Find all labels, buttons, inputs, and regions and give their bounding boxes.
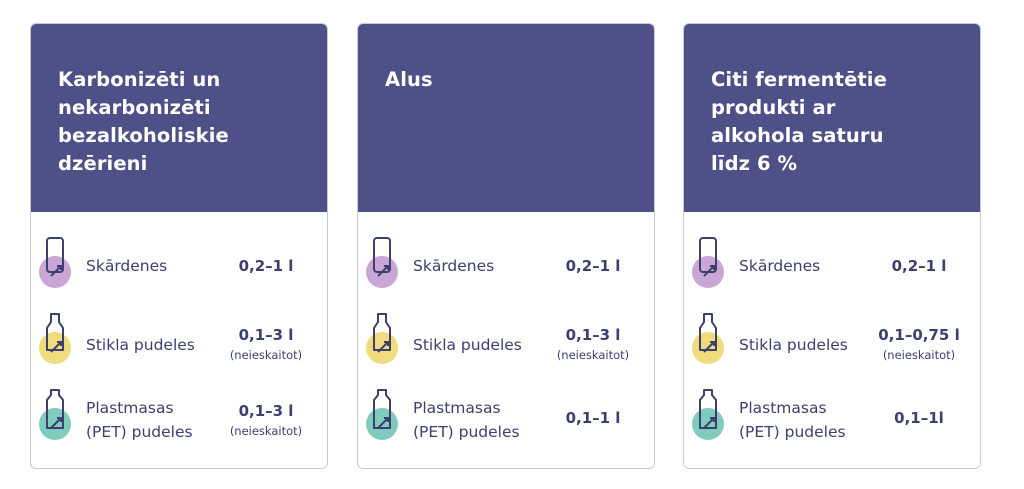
row-value: 0,2–1 l — [211, 256, 321, 276]
row-value: 0,1–0,75 l (neieskaitot) — [864, 325, 974, 363]
row-value: 0,2–1 l — [864, 256, 974, 276]
value-main: 0,1–1 l — [538, 408, 648, 428]
value-main: 0,1–0,75 l — [864, 325, 974, 345]
row-label: Skārdenes — [86, 254, 216, 278]
row-label: Skārdenes — [413, 254, 543, 278]
can-icon — [364, 236, 404, 290]
row-value: 0,1–3 l (neieskaitot) — [538, 325, 648, 363]
row-can: Skārdenes 0,2–1 l — [684, 236, 980, 306]
card-title: Alus — [385, 66, 595, 94]
card-title: Citi fermentētie produkti ar alkohola sa… — [711, 66, 911, 178]
row-glass: Stikla pudeles 0,1–3 l (neieskaitot) — [358, 312, 654, 382]
card-soft-drinks: Karbonizēti un nekarbonizēti bezalkoholi… — [30, 23, 328, 469]
row-can: Skārdenes 0,2–1 l — [31, 236, 327, 306]
card-fermented: Citi fermentētie produkti ar alkohola sa… — [683, 23, 981, 469]
row-glass: Stikla pudeles 0,1–0,75 l (neieskaitot) — [684, 312, 980, 382]
glass-bottle-icon — [364, 312, 404, 366]
value-note: (neieskaitot) — [211, 347, 321, 363]
value-main: 0,1–1l — [864, 408, 974, 428]
row-value: 0,1–1l — [864, 408, 974, 428]
glass-bottle-icon — [690, 312, 730, 366]
row-glass: Stikla pudeles 0,1–3 l (neieskaitot) — [31, 312, 327, 382]
row-value: 0,1–3 l (neieskaitot) — [211, 325, 321, 363]
plastic-bottle-icon — [37, 388, 77, 442]
row-value: 0,1–1 l — [538, 408, 648, 428]
card-title: Karbonizēti un nekarbonizēti bezalkoholi… — [58, 66, 268, 178]
can-icon — [37, 236, 77, 290]
card-header: Citi fermentētie produkti ar alkohola sa… — [684, 24, 980, 212]
row-label: Stikla pudeles — [86, 333, 216, 357]
row-value: 0,1–3 l (neieskaitot) — [211, 401, 321, 439]
value-main: 0,2–1 l — [864, 256, 974, 276]
row-plastic: Plastmasas (PET) pudeles 0,1–1l — [684, 388, 980, 458]
plastic-bottle-icon — [690, 388, 730, 442]
row-label: Plastmasas (PET) pudeles — [413, 396, 543, 444]
plastic-bottle-icon — [364, 388, 404, 442]
glass-bottle-icon — [37, 312, 77, 366]
row-label: Stikla pudeles — [739, 333, 869, 357]
card-header: Karbonizēti un nekarbonizēti bezalkoholi… — [31, 24, 327, 212]
can-icon — [690, 236, 730, 290]
card-header: Alus — [358, 24, 654, 212]
value-note: (neieskaitot) — [211, 423, 321, 439]
row-plastic: Plastmasas (PET) pudeles 0,1–3 l (neiesk… — [31, 388, 327, 458]
row-value: 0,2–1 l — [538, 256, 648, 276]
value-main: 0,2–1 l — [538, 256, 648, 276]
value-main: 0,2–1 l — [211, 256, 321, 276]
card-beer: Alus Skārdenes 0,2–1 l Stikla pudeles 0,… — [357, 23, 655, 469]
row-label: Plastmasas (PET) pudeles — [739, 396, 869, 444]
row-can: Skārdenes 0,2–1 l — [358, 236, 654, 306]
value-main: 0,1–3 l — [538, 325, 648, 345]
value-note: (neieskaitot) — [538, 347, 648, 363]
row-label: Plastmasas (PET) pudeles — [86, 396, 216, 444]
value-main: 0,1–3 l — [211, 401, 321, 421]
row-plastic: Plastmasas (PET) pudeles 0,1–1 l — [358, 388, 654, 458]
value-note: (neieskaitot) — [864, 347, 974, 363]
value-main: 0,1–3 l — [211, 325, 321, 345]
row-label: Skārdenes — [739, 254, 869, 278]
row-label: Stikla pudeles — [413, 333, 543, 357]
